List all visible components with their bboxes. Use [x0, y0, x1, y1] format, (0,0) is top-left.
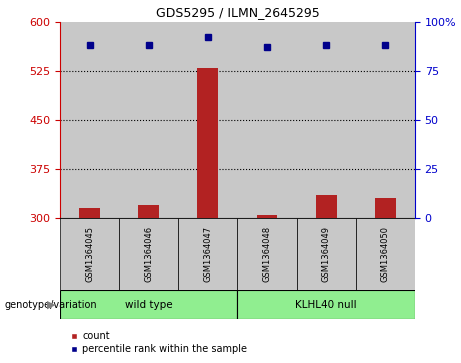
- Text: GSM1364049: GSM1364049: [322, 226, 331, 282]
- Bar: [316, 195, 337, 218]
- Bar: [296, 218, 356, 290]
- Legend: count, percentile rank within the sample: count, percentile rank within the sample: [65, 327, 251, 358]
- Bar: [257, 215, 278, 218]
- Bar: [119, 22, 178, 218]
- Bar: [197, 68, 218, 218]
- Text: GSM1364047: GSM1364047: [203, 226, 213, 282]
- Text: KLHL40 null: KLHL40 null: [296, 300, 357, 310]
- Text: GSM1364045: GSM1364045: [85, 226, 94, 282]
- Bar: [60, 290, 237, 319]
- Bar: [178, 218, 237, 290]
- Text: GSM1364050: GSM1364050: [381, 226, 390, 282]
- Bar: [237, 218, 296, 290]
- Bar: [296, 22, 356, 218]
- Bar: [178, 22, 237, 218]
- Text: wild type: wild type: [125, 300, 172, 310]
- Bar: [60, 218, 119, 290]
- Title: GDS5295 / ILMN_2645295: GDS5295 / ILMN_2645295: [155, 6, 319, 19]
- Bar: [138, 205, 159, 218]
- Text: GSM1364046: GSM1364046: [144, 226, 153, 282]
- Bar: [79, 208, 100, 218]
- Bar: [237, 290, 415, 319]
- Bar: [356, 218, 415, 290]
- Text: genotype/variation: genotype/variation: [5, 300, 97, 310]
- Bar: [119, 218, 178, 290]
- Bar: [356, 22, 415, 218]
- Text: ▶: ▶: [47, 300, 55, 310]
- Bar: [375, 198, 396, 218]
- Text: GSM1364048: GSM1364048: [262, 226, 272, 282]
- Bar: [60, 22, 119, 218]
- Bar: [237, 22, 296, 218]
